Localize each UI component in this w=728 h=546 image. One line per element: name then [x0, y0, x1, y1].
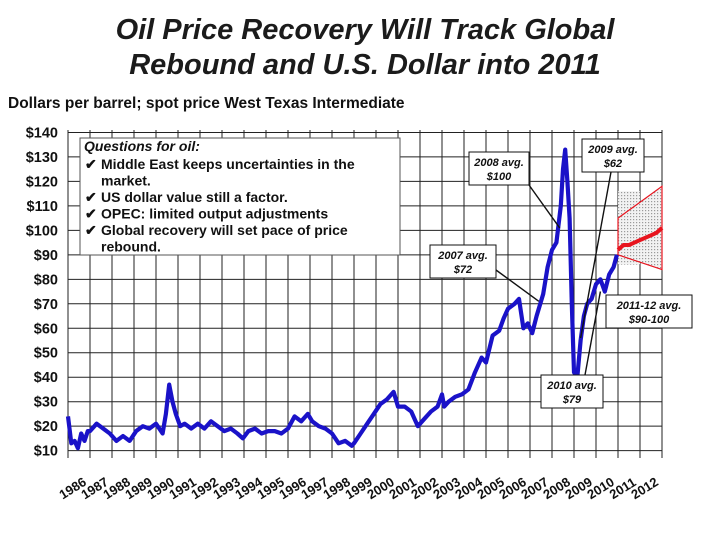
y-tick-label: $140 — [26, 125, 58, 141]
y-tick-label: $60 — [34, 321, 58, 337]
y-tick-label: $100 — [26, 223, 58, 239]
note-item-text: US dollar value still a factor. — [101, 189, 288, 205]
y-tick-label: $70 — [34, 297, 58, 313]
chart-title-line1: Oil Price Recovery Will Track Global — [115, 14, 615, 46]
annotation-value: $62 — [603, 158, 622, 170]
check-icon: ✔ — [85, 222, 97, 238]
annotation-label: 2011-12 avg. — [616, 300, 682, 312]
check-icon: ✔ — [85, 206, 97, 222]
forecast-line — [616, 226, 664, 252]
annotation-leader-line — [528, 184, 561, 229]
y-tick-label: $120 — [26, 174, 58, 190]
notes-heading: Questions for oil: — [84, 138, 200, 154]
y-tick-label: $80 — [34, 272, 58, 288]
annotation-leader-line — [579, 171, 612, 339]
check-icon: ✔ — [85, 156, 97, 172]
annotation-value: $100 — [486, 171, 512, 183]
note-item-text: rebound. — [101, 239, 161, 255]
annotation-value: $90-100 — [628, 314, 670, 326]
annotation-box — [581, 138, 645, 173]
note-item-text: Middle East keeps uncertainties in the — [101, 156, 355, 172]
annotation-label: 2009 avg. — [587, 144, 638, 156]
note-item-text: Global recovery will set pace of price — [101, 222, 348, 238]
annotation-value: $72 — [453, 264, 472, 276]
annotation-box — [540, 374, 604, 409]
check-icon: ✔ — [85, 189, 97, 205]
annotation-label: 2010 avg. — [546, 380, 597, 392]
annotation-box — [468, 151, 530, 186]
chart-title-line2: Rebound and U.S. Dollar into 2011 — [129, 49, 601, 81]
annotation-leader-line — [584, 291, 602, 376]
y-tick-label: $20 — [34, 419, 58, 435]
y-tick-label: $50 — [34, 346, 58, 362]
note-item-text: OPEC: limited output adjustments — [101, 206, 328, 222]
y-tick-label: $130 — [26, 150, 58, 166]
price-history-line — [65, 147, 619, 451]
annotation-box — [429, 244, 497, 279]
note-item-text: market. — [101, 173, 151, 189]
y-tick-label: $30 — [34, 395, 58, 411]
chart-subtitle: Dollars per barrel; spot price West Texa… — [8, 95, 405, 112]
x-tick-label: 2012 — [628, 474, 660, 502]
annotation-leader-line — [495, 269, 540, 302]
y-tick-label: $110 — [27, 199, 58, 215]
y-tick-label: $40 — [34, 370, 58, 386]
forecast-band — [617, 185, 663, 271]
notes-box — [79, 137, 401, 256]
annotation-box — [605, 294, 693, 329]
annotation-value: $79 — [562, 394, 582, 406]
y-tick-label: $90 — [34, 248, 58, 264]
y-tick-label: $10 — [34, 444, 58, 460]
annotation-label: 2008 avg. — [473, 157, 524, 169]
annotation-label: 2007 avg. — [437, 250, 488, 262]
